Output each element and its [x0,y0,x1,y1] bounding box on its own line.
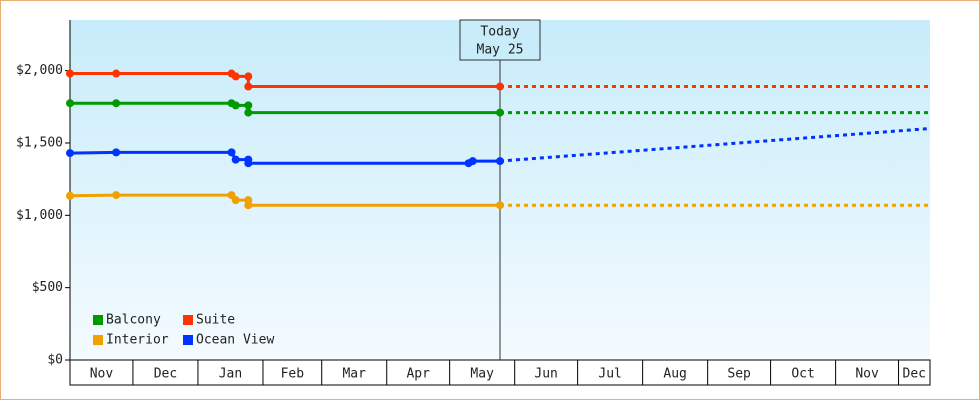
x-tick-label: Sep [727,367,751,382]
point [496,157,504,166]
legend-label: Balcony [106,313,161,328]
y-tick-label: $0 [47,353,63,368]
point [496,201,504,210]
today-label: Today [480,25,519,40]
point [244,159,253,168]
point [227,148,236,157]
x-tick-label: Jun [534,367,557,382]
point [66,69,74,78]
point [112,99,121,108]
point [244,101,253,110]
point [112,148,121,157]
point [244,201,253,210]
x-tick-label: Nov [90,367,114,382]
point [496,82,504,91]
x-tick-label: Apr [406,367,430,382]
y-tick-label: $1,000 [16,208,63,223]
point [231,155,240,164]
x-tick-label: Mar [342,367,366,382]
x-tick-label: Oct [791,367,814,382]
legend-swatch [183,315,193,325]
legend-swatch [93,335,103,345]
point [496,108,504,117]
legend-label: Ocean View [196,333,274,348]
legend-swatch [183,335,193,345]
today-box [459,19,541,61]
point [244,72,253,81]
point [66,191,74,200]
x-tick-label: Aug [663,367,686,382]
point [112,69,121,78]
y-tick-label: $1,500 [16,135,63,150]
y-tick-label: $500 [32,280,63,295]
point [66,149,74,158]
point [112,191,121,200]
x-tick-label: May [470,367,494,382]
x-tick-label: Jan [219,367,242,382]
legend-swatch [93,315,103,325]
point [231,196,240,205]
x-tick-label: Nov [855,367,879,382]
point [66,99,74,108]
point [468,157,477,166]
x-tick-label: Jul [598,367,621,382]
point [231,101,240,110]
point [244,82,253,91]
point [244,108,253,117]
legend-label: Interior [106,333,169,348]
point [231,72,240,81]
legend-label: Suite [196,313,235,328]
x-tick-label: Dec [903,367,926,382]
y-tick-label: $2,000 [16,63,63,78]
today-label: May 25 [477,43,524,58]
x-tick-label: Dec [154,367,177,382]
x-tick-label: Feb [281,367,305,382]
